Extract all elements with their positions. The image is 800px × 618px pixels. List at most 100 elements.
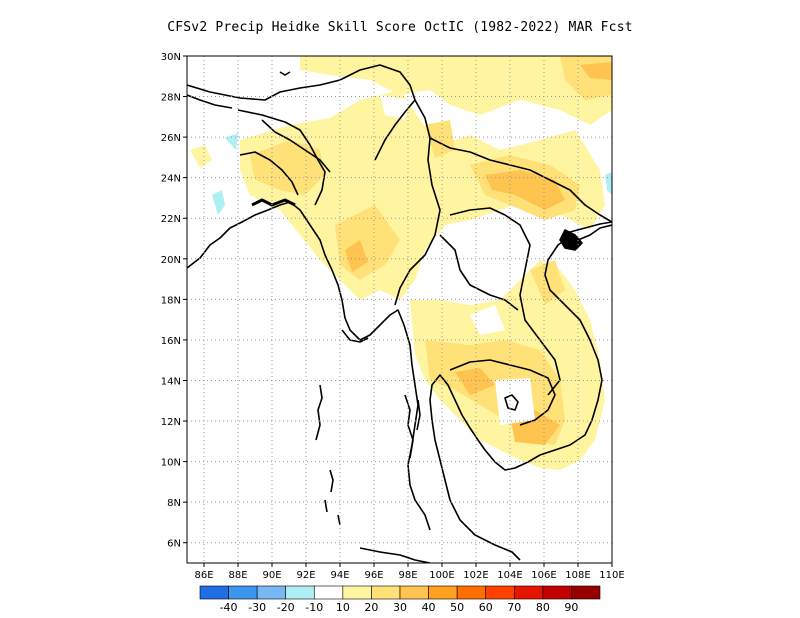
- border-central: [394, 99, 441, 306]
- gap-region-3: [470, 305, 505, 335]
- colorbar-label: 40: [422, 601, 436, 614]
- coastline-mergui-2: [416, 399, 421, 431]
- lat-tick-label: 18N: [161, 295, 181, 306]
- lon-tick-label: 106E: [531, 570, 556, 581]
- colorbar-swatch: [456, 585, 487, 600]
- border-laos: [449, 207, 561, 396]
- coastline-andaman-4: [337, 514, 341, 526]
- colorbar-swatch: [513, 585, 544, 600]
- colorbar-swatch: [485, 585, 515, 600]
- lon-tick-label: 108E: [565, 570, 590, 581]
- border-west: [237, 109, 326, 206]
- lat-tick-label: 22N: [161, 214, 181, 225]
- colorbar-swatch: [199, 585, 229, 600]
- shade-region-2: [225, 133, 238, 150]
- colorbar: -40 -30 -20 -10 10 20 30 40 50 60 70 80 90: [199, 585, 601, 614]
- colorbar-swatch: [256, 585, 287, 600]
- shade-region-2: [345, 240, 368, 272]
- colorbar-swatch: [399, 585, 429, 600]
- grid-lines: [187, 56, 612, 563]
- shade-region-west: [190, 145, 212, 168]
- coastline-andaman-3: [324, 499, 328, 513]
- colorbar-label: 30: [393, 601, 407, 614]
- lat-tick-label: 8N: [167, 498, 181, 509]
- shade-region-1: [485, 170, 565, 210]
- coastline-misc: [279, 71, 291, 76]
- border-bangladesh: [239, 151, 299, 196]
- colorbar-label: 70: [507, 601, 521, 614]
- colorbar-swatch: [313, 585, 344, 600]
- lat-tick-label: 20N: [161, 255, 181, 266]
- colorbar-swatch: [428, 585, 458, 600]
- colorbar-swatch: [285, 585, 315, 600]
- coastline-mainland-east: [429, 224, 612, 471]
- border-nepal: [187, 94, 233, 109]
- colorbar-swatch: [571, 585, 601, 600]
- lon-tick-label: 86E: [194, 570, 213, 581]
- colorbar-swatch: [371, 585, 401, 600]
- gap-region-1: [495, 378, 535, 425]
- colorbar-label: 20: [364, 601, 378, 614]
- lat-tick-label: 30N: [161, 52, 181, 63]
- skill-level-neg10: [212, 133, 612, 215]
- lon-tick-label: 94E: [330, 570, 349, 581]
- coastline-china-south: [559, 221, 612, 241]
- shade-region-north: [300, 56, 612, 125]
- lat-axis: 30N 28N 26N 24N 22N 20N 18N 16N 14N 12N 10N 8N 6N: [161, 52, 187, 550]
- colorbar-label: -10: [305, 601, 323, 614]
- lon-tick-label: 90E: [262, 570, 281, 581]
- skill-level-none: [380, 95, 535, 425]
- lon-tick-label: 96E: [364, 570, 383, 581]
- colorbar-label: 60: [479, 601, 493, 614]
- shade-region-6: [425, 120, 455, 158]
- colorbar-label: 90: [564, 601, 578, 614]
- colorbar-label: -40: [220, 601, 238, 614]
- map-title: CFSv2 Precip Heidke Skill Score OctIC (1…: [167, 20, 633, 35]
- lat-tick-label: 28N: [161, 93, 181, 104]
- border-east: [429, 137, 612, 223]
- colorbar-label: 10: [336, 601, 350, 614]
- shade-region-1: [212, 190, 225, 215]
- colorbar-swatch: [228, 585, 258, 600]
- coastline-bay-of-bengal: [187, 201, 431, 531]
- lon-tick-label: 110E: [599, 570, 624, 581]
- colorbar-label: 80: [536, 601, 550, 614]
- lon-tick-label: 92E: [296, 570, 315, 581]
- shade-region-3: [455, 368, 495, 395]
- lon-tick-label: 104E: [497, 570, 522, 581]
- border-india-east: [261, 119, 331, 173]
- coastline-island-1: [504, 394, 519, 411]
- lat-tick-label: 24N: [161, 174, 181, 185]
- shade-region-central: [240, 90, 605, 300]
- coastline-gulf-of-thailand: [434, 439, 521, 561]
- coastline-borneo: [359, 547, 431, 563]
- skill-shading: [190, 56, 612, 470]
- shade-region-1: [250, 140, 325, 195]
- border-thailand: [439, 234, 519, 311]
- colorbar-label: 50: [450, 601, 464, 614]
- lon-tick-label: 98E: [398, 570, 417, 581]
- border-cambodia: [449, 359, 556, 426]
- plot-frame: [186, 55, 613, 564]
- colorbar-swatch: [542, 585, 572, 600]
- lat-tick-label: 12N: [161, 417, 181, 428]
- colorbar-swatch: [342, 585, 372, 600]
- gap-region-2: [380, 95, 410, 120]
- lon-tick-label: 88E: [228, 570, 247, 581]
- lat-tick-label: 26N: [161, 133, 181, 144]
- coastline-andaman-1: [315, 384, 323, 441]
- lat-tick-label: 16N: [161, 336, 181, 347]
- coastline-andaman-2: [329, 469, 334, 493]
- lon-axis: 86E 88E 90E 92E 94E 96E 98E 100E 102E 104E 106E 108…: [194, 563, 625, 581]
- lat-tick-label: 6N: [167, 539, 181, 550]
- shade-region-3: [605, 172, 612, 195]
- border-north: [187, 64, 416, 161]
- shade-region-5: [580, 62, 612, 80]
- lon-tick-label: 100E: [429, 570, 454, 581]
- lon-tick-label: 102E: [463, 570, 488, 581]
- colorbar-label: -30: [248, 601, 266, 614]
- colorbar-label: -20: [277, 601, 295, 614]
- lat-tick-label: 10N: [161, 458, 181, 469]
- lat-tick-label: 14N: [161, 376, 181, 387]
